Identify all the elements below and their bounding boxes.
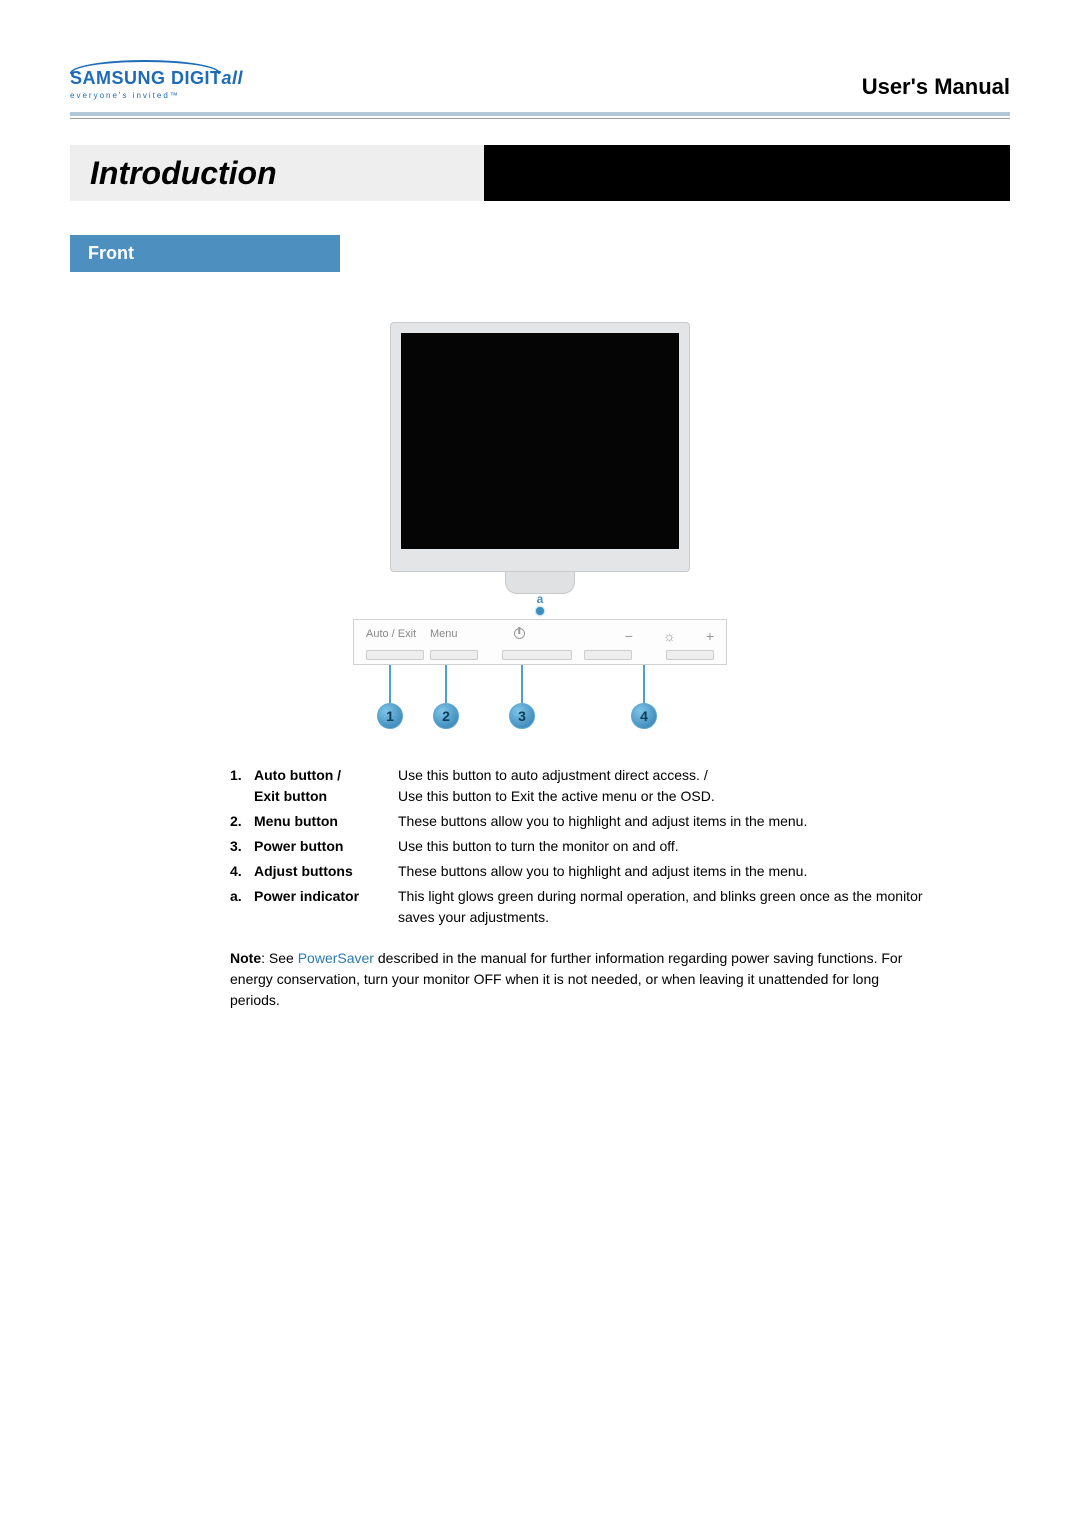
minus-icon: − [625,628,633,644]
monitor-diagram: a Auto / Exit Menu − ☼ + [70,322,1010,729]
title-bar: Introduction [70,145,1010,201]
note-block: Note: See PowerSaver described in the ma… [230,948,930,1011]
table-row: 2. Menu button These buttons allow you t… [230,811,930,832]
monitor-screen [401,333,679,549]
page-header: SAMSUNG DIGITall everyone's invited™ Use… [70,60,1010,108]
power-icon [484,628,554,644]
power-led [536,607,544,615]
adjust-plus-button[interactable] [666,650,714,660]
manual-title: User's Manual [862,74,1010,100]
callout-4: 4 [631,665,657,729]
header-thin-line [70,118,1010,119]
subsection-label: Front [70,235,340,272]
auto-exit-button[interactable] [366,650,424,660]
callout-2: 2 [433,665,459,729]
control-panel: Auto / Exit Menu − ☼ + [353,619,727,665]
title-bar-right [484,145,1010,201]
logo-script: all [222,68,244,89]
header-divider [70,112,1010,116]
brightness-icon: ☼ [663,628,676,644]
table-row: 4. Adjust buttons These buttons allow yo… [230,861,930,882]
note-label: Note [230,950,261,966]
callout-3: 3 [509,665,535,729]
plus-icon: + [706,628,714,644]
brand-logo: SAMSUNG DIGITall everyone's invited™ [70,60,243,100]
table-row: a. Power indicator This light glows gree… [230,886,930,928]
led-label-a: a [537,592,544,606]
adjust-minus-button[interactable] [584,650,632,660]
logo-sub: DIGIT [171,68,222,89]
controls-table: 1. Auto button / Exit button Use this bu… [230,765,930,928]
section-title: Introduction [70,145,484,201]
monitor-bezel [390,322,690,572]
menu-button[interactable] [430,650,478,660]
power-button[interactable] [502,650,572,660]
logo-main: SAMSUNG [70,68,166,89]
table-row: 3. Power button Use this button to turn … [230,836,930,857]
powersaver-link[interactable]: PowerSaver [298,950,374,966]
table-row: 1. Auto button / Exit button Use this bu… [230,765,930,807]
logo-tagline: everyone's invited™ [70,91,243,100]
label-auto-exit: Auto / Exit [366,628,430,644]
callout-1: 1 [377,665,403,729]
monitor-neck [505,572,575,594]
label-menu: Menu [430,628,484,644]
